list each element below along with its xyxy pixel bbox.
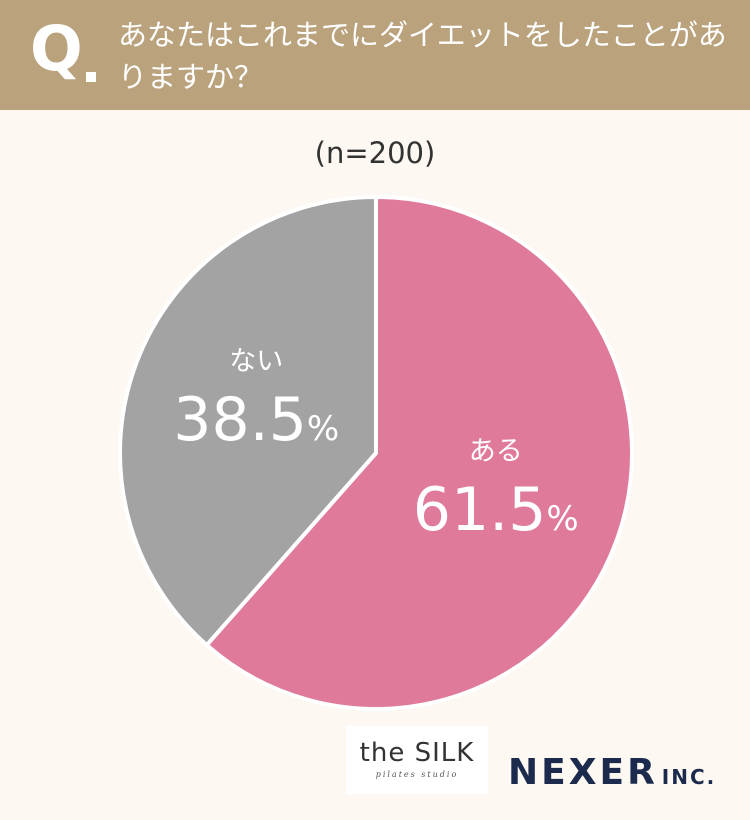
question-text: あなたはこれまでにダイエットをしたことがありますか？	[118, 18, 727, 94]
pie-value-unit-0: %	[546, 499, 578, 539]
question-header: Q あなたはこれまでにダイエットをしたことがありますか？	[0, 0, 750, 110]
question-dot	[86, 72, 96, 82]
nexer-logo-suffix: INC.	[661, 765, 717, 789]
the-silk-logo-name: the SILK	[359, 738, 475, 768]
question-mark: Q	[30, 12, 83, 85]
pie-label-1: ない	[229, 346, 283, 377]
pie-slice-0	[204, 195, 634, 711]
pie-value-unit-1: %	[307, 409, 339, 449]
pie-label-0: ある	[469, 436, 523, 467]
the-silk-logo-tagline: pilates studio	[375, 770, 459, 779]
sample-size: (n=200)	[314, 136, 436, 170]
pie-slice-1	[118, 195, 378, 648]
nexer-logo: NEXER INC.	[508, 752, 716, 793]
pie-value-1: 38.5%	[173, 385, 339, 455]
the-silk-logo: the SILK pilates studio	[346, 726, 488, 794]
nexer-logo-name: NEXER	[508, 752, 658, 793]
pie-value-0: 61.5%	[413, 475, 579, 545]
